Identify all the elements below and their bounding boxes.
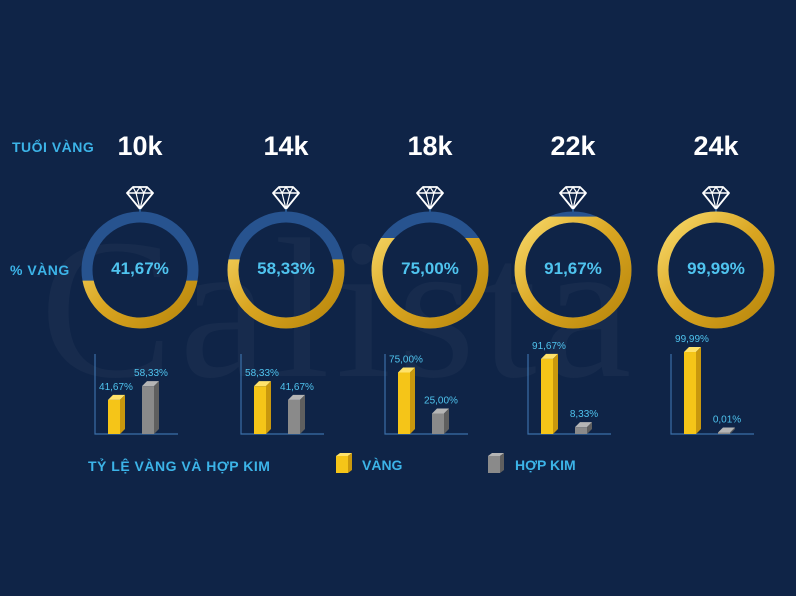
ring-percent-label: 91,67% xyxy=(544,259,602,278)
ring-gold-fill xyxy=(227,259,345,329)
ratio-label: TỶ LỆ VÀNG VÀ HỢP KIM xyxy=(88,458,271,474)
diamond-icon xyxy=(416,185,444,210)
karat-label: 22k xyxy=(550,131,596,161)
gold-bar-label: 75,00% xyxy=(389,355,423,366)
gold-bar xyxy=(254,381,271,434)
ring-percent-label: 58,33% xyxy=(257,259,315,278)
gold-bar xyxy=(541,353,558,434)
gold-bar-label: 58,33% xyxy=(245,368,279,379)
karat-label: 10k xyxy=(117,131,163,161)
legend-gold-swatch xyxy=(336,453,352,473)
diamond-icon xyxy=(272,185,300,210)
gold-bar-label: 91,67% xyxy=(532,341,566,352)
bar-axes xyxy=(384,354,468,435)
alloy-bar-label: 0,01% xyxy=(713,415,741,426)
percent-row-label: % VÀNG xyxy=(10,262,70,278)
diamond-icon xyxy=(559,185,587,210)
alloy-bar-label: 41,67% xyxy=(280,382,314,393)
gold-bar xyxy=(108,394,125,434)
gold-bar xyxy=(684,347,701,434)
legend-alloy-label: HỢP KIM xyxy=(515,457,576,473)
legend-alloy-swatch xyxy=(488,453,504,473)
ring-gold-fill xyxy=(371,238,489,329)
alloy-bar xyxy=(575,422,592,434)
alloy-bar xyxy=(432,408,449,434)
gold-bar xyxy=(398,367,415,434)
ring-percent-label: 41,67% xyxy=(111,259,169,278)
gold-bar-label: 99,99% xyxy=(675,334,709,345)
bar-axes xyxy=(94,354,178,435)
karat-row-label: TUỔI VÀNG xyxy=(12,139,95,155)
karat-label: 14k xyxy=(263,131,309,161)
gold-bar-label: 41,67% xyxy=(99,382,133,393)
ring-gold-fill xyxy=(514,216,632,329)
legend-gold-label: VÀNG xyxy=(362,457,403,473)
alloy-bar xyxy=(718,427,735,434)
karat-label: 24k xyxy=(693,131,739,161)
ring-gold-fill xyxy=(82,280,198,329)
alloy-bar xyxy=(288,394,305,434)
diamond-icon xyxy=(702,185,730,210)
alloy-bar-label: 25,00% xyxy=(424,396,458,407)
ring-percent-label: 99,99% xyxy=(687,259,745,278)
diamond-icon xyxy=(126,185,154,210)
ring-gold-fill xyxy=(657,211,775,329)
bar-axes xyxy=(527,354,611,435)
alloy-bar xyxy=(142,381,159,434)
ring-percent-label: 75,00% xyxy=(401,259,459,278)
karat-label: 18k xyxy=(407,131,453,161)
alloy-bar-label: 58,33% xyxy=(134,368,168,379)
alloy-bar-label: 8,33% xyxy=(570,409,598,420)
bar-axes xyxy=(240,354,324,435)
